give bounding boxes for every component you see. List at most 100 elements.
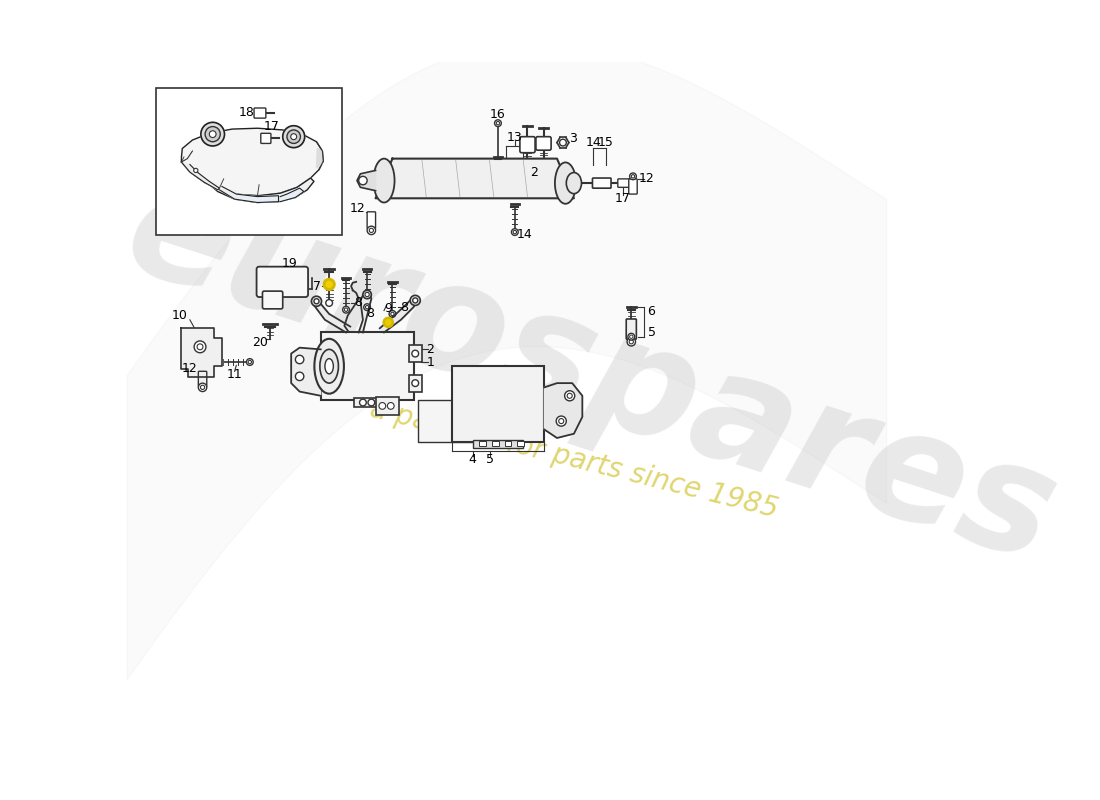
Circle shape <box>389 310 396 318</box>
Circle shape <box>197 344 204 350</box>
Polygon shape <box>292 348 321 396</box>
Ellipse shape <box>374 158 395 202</box>
Text: 15: 15 <box>598 136 614 149</box>
Circle shape <box>296 372 304 381</box>
Circle shape <box>311 296 321 306</box>
FancyBboxPatch shape <box>626 319 637 339</box>
Circle shape <box>314 298 319 304</box>
Circle shape <box>390 312 394 316</box>
Text: 7: 7 <box>314 279 321 293</box>
Circle shape <box>378 402 386 410</box>
Polygon shape <box>182 162 219 190</box>
Text: 5: 5 <box>485 453 494 466</box>
Circle shape <box>411 380 419 386</box>
FancyBboxPatch shape <box>536 137 551 150</box>
Text: 12: 12 <box>639 172 654 186</box>
Circle shape <box>326 299 332 306</box>
Bar <box>505 441 512 446</box>
Circle shape <box>194 168 198 173</box>
Text: 13: 13 <box>507 131 522 144</box>
Text: 8: 8 <box>354 297 362 310</box>
Circle shape <box>201 122 224 146</box>
Circle shape <box>360 399 366 406</box>
Text: 3: 3 <box>569 132 578 145</box>
Circle shape <box>383 318 394 327</box>
Polygon shape <box>359 292 372 333</box>
Circle shape <box>296 355 304 364</box>
Polygon shape <box>190 167 236 194</box>
Text: 14: 14 <box>517 228 532 241</box>
Text: 11: 11 <box>227 368 242 381</box>
FancyBboxPatch shape <box>198 371 207 386</box>
FancyBboxPatch shape <box>254 108 266 118</box>
Text: 6: 6 <box>648 305 656 318</box>
Bar <box>409 345 422 362</box>
Ellipse shape <box>324 358 333 374</box>
Text: 1: 1 <box>427 355 434 369</box>
Circle shape <box>410 295 420 306</box>
Text: 20: 20 <box>252 336 268 349</box>
Bar <box>517 441 524 446</box>
Circle shape <box>194 341 206 353</box>
Circle shape <box>627 338 636 346</box>
Ellipse shape <box>315 339 344 394</box>
Circle shape <box>283 126 305 148</box>
Text: 8: 8 <box>365 306 374 319</box>
Circle shape <box>512 229 518 235</box>
Bar <box>409 374 422 391</box>
Circle shape <box>290 134 297 140</box>
Bar <box>480 441 486 446</box>
Text: 2: 2 <box>530 166 538 178</box>
Circle shape <box>205 126 220 142</box>
Text: 2: 2 <box>427 343 434 356</box>
Circle shape <box>496 122 499 125</box>
Circle shape <box>364 304 371 310</box>
Polygon shape <box>182 128 323 196</box>
Text: 17: 17 <box>264 120 279 133</box>
Circle shape <box>323 278 336 290</box>
Polygon shape <box>219 186 278 202</box>
Text: 17: 17 <box>615 192 630 205</box>
Circle shape <box>249 360 252 364</box>
Polygon shape <box>379 297 418 333</box>
FancyBboxPatch shape <box>520 137 535 153</box>
Ellipse shape <box>554 162 576 204</box>
Bar <box>375 397 399 415</box>
Ellipse shape <box>566 173 582 194</box>
Text: 18: 18 <box>239 106 254 118</box>
Circle shape <box>365 292 370 297</box>
Circle shape <box>343 306 350 313</box>
Circle shape <box>564 390 574 401</box>
Circle shape <box>568 394 572 398</box>
Circle shape <box>327 282 332 287</box>
FancyBboxPatch shape <box>629 179 637 194</box>
Polygon shape <box>375 158 574 198</box>
Circle shape <box>363 290 372 298</box>
FancyBboxPatch shape <box>263 291 283 309</box>
Text: 16: 16 <box>491 108 506 122</box>
Circle shape <box>387 402 394 410</box>
Circle shape <box>287 130 300 143</box>
Text: 14: 14 <box>585 136 602 149</box>
Polygon shape <box>317 149 322 168</box>
Circle shape <box>246 358 253 366</box>
Ellipse shape <box>320 350 339 383</box>
Circle shape <box>513 230 517 234</box>
Circle shape <box>495 120 502 126</box>
Polygon shape <box>312 298 350 333</box>
FancyBboxPatch shape <box>367 212 375 229</box>
Bar <box>354 398 379 406</box>
FancyBboxPatch shape <box>618 179 632 187</box>
Bar <box>492 441 498 446</box>
Circle shape <box>359 176 367 185</box>
Circle shape <box>209 130 216 138</box>
Text: 19: 19 <box>282 257 297 270</box>
Circle shape <box>386 320 390 325</box>
Polygon shape <box>358 170 375 190</box>
Text: 9: 9 <box>384 302 393 315</box>
Text: 4: 4 <box>469 453 476 466</box>
FancyBboxPatch shape <box>593 178 611 188</box>
Text: 10: 10 <box>172 309 188 322</box>
Text: 5: 5 <box>648 326 656 339</box>
Bar <box>418 400 476 442</box>
